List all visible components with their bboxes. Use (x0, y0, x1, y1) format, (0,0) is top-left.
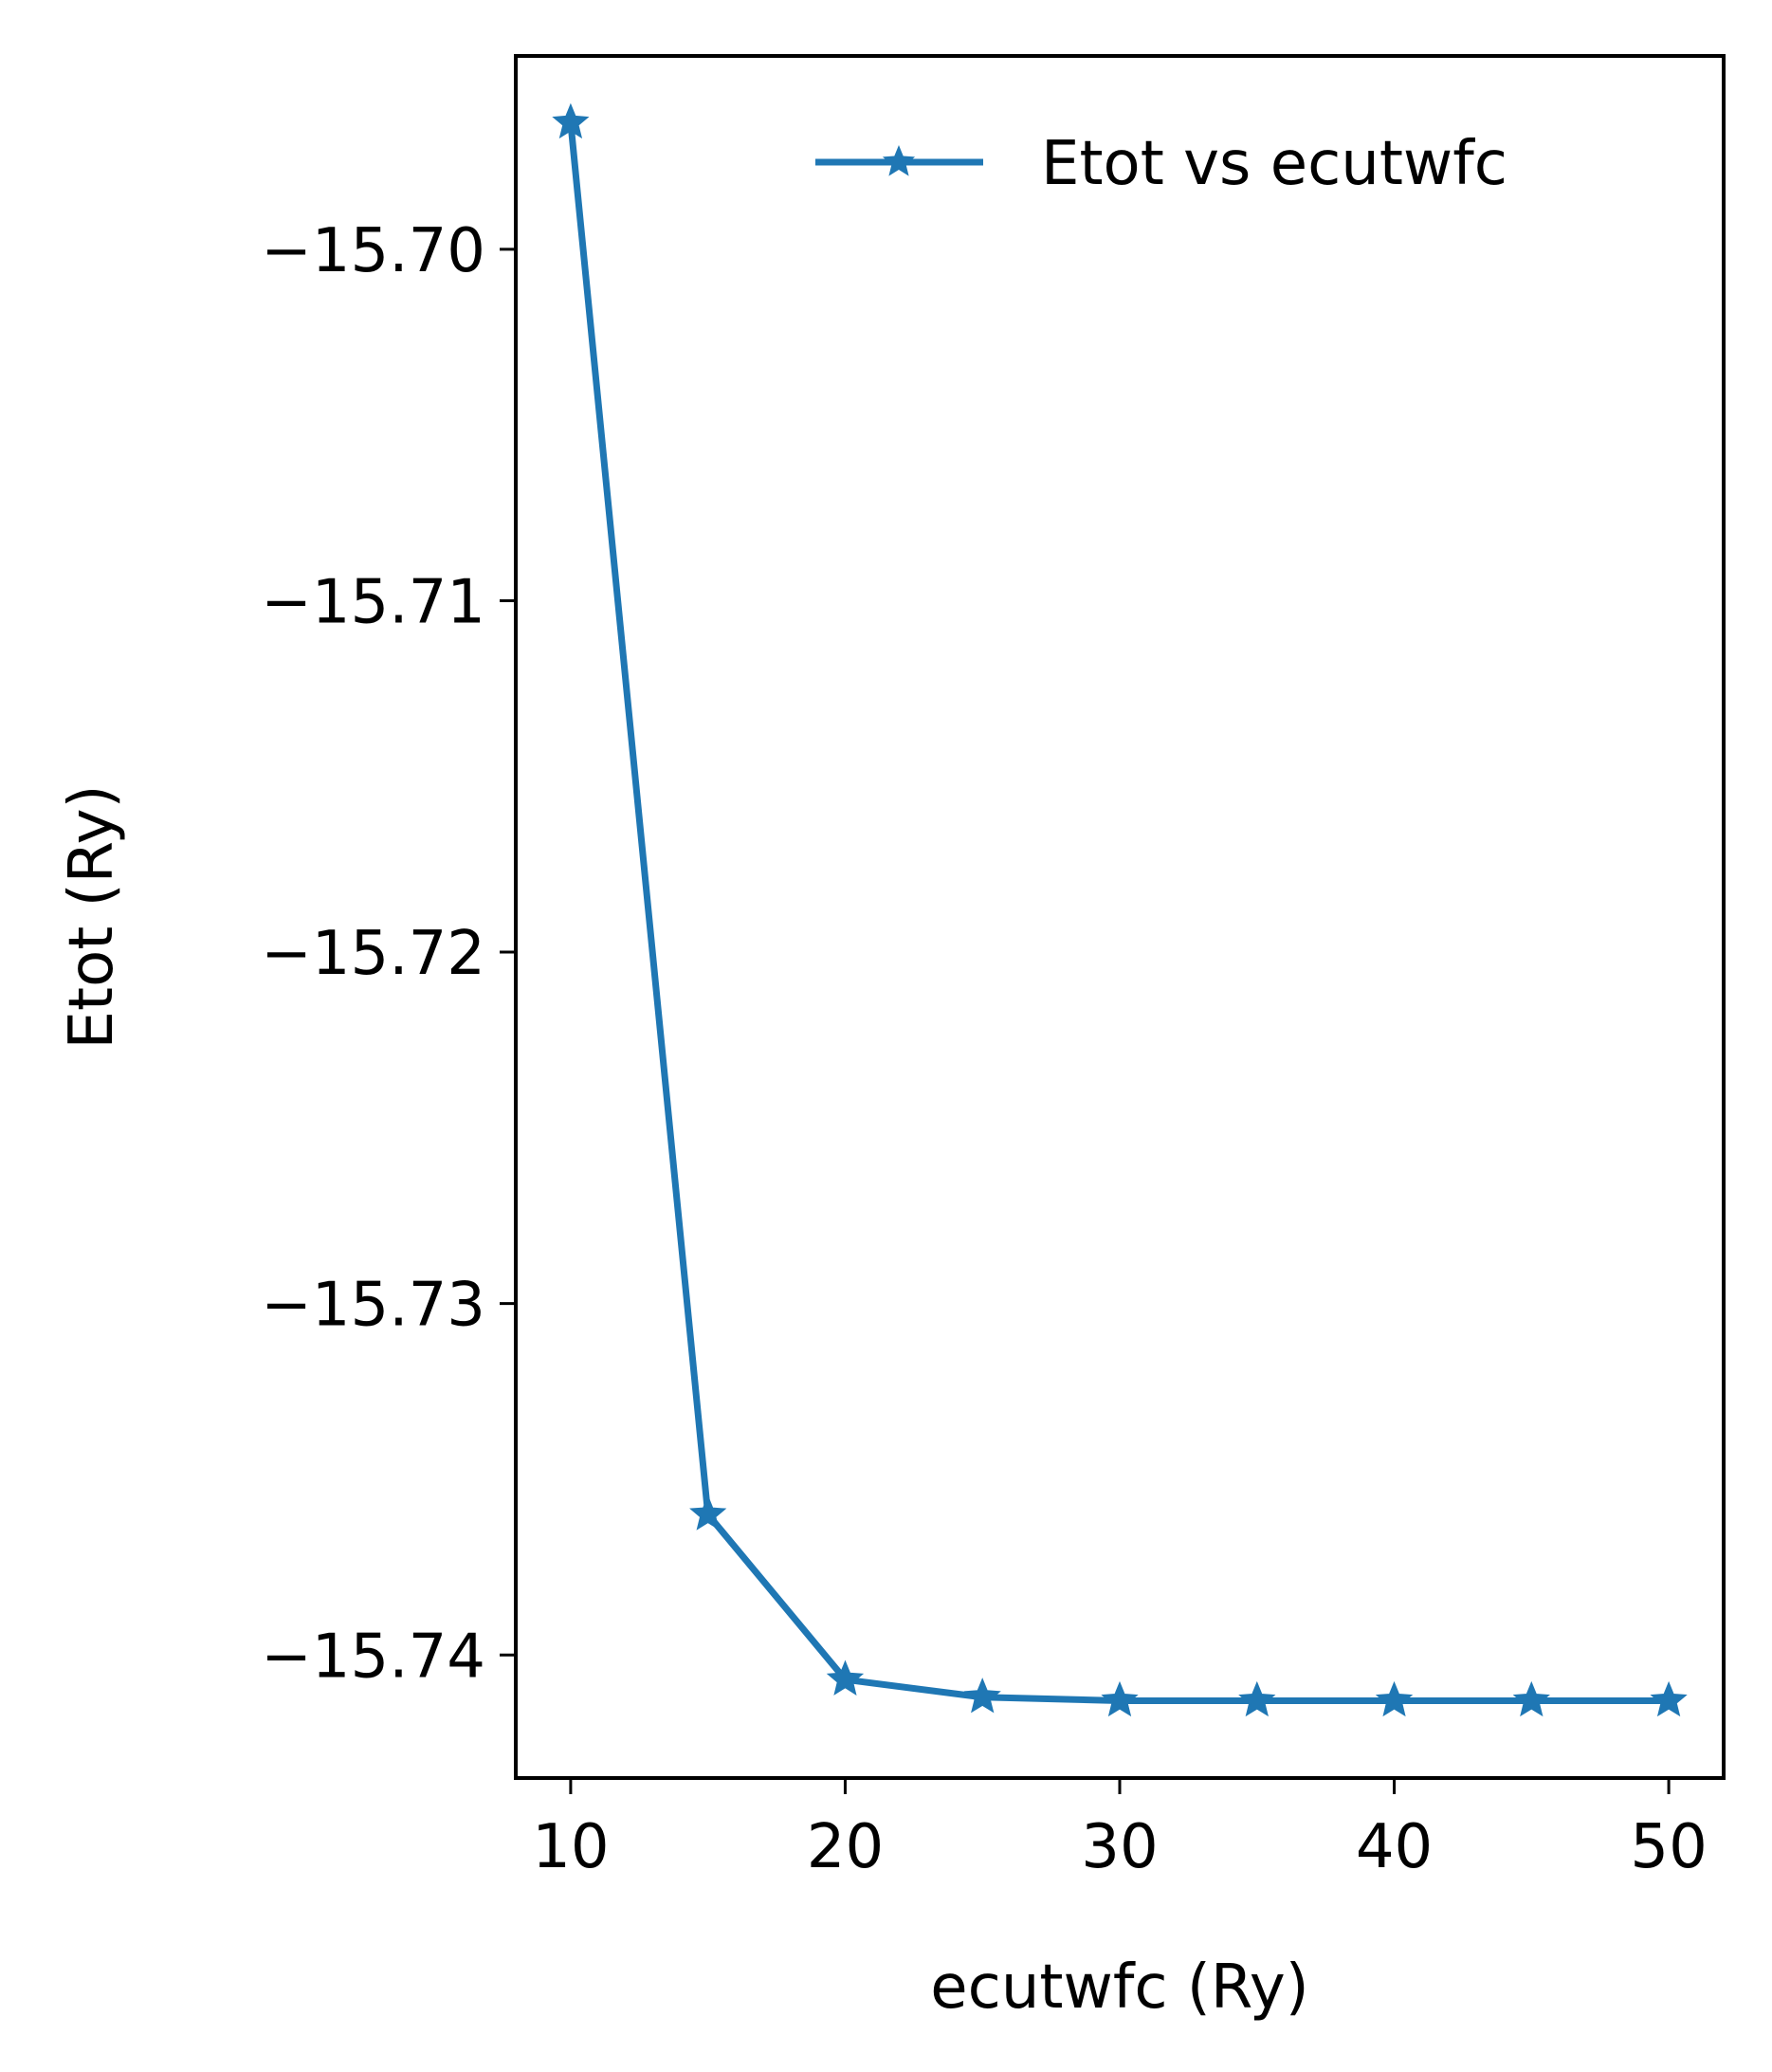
data-point (963, 1678, 1001, 1714)
x-tick-label: 50 (1630, 1812, 1707, 1882)
y-tick-label: −15.74 (261, 1622, 485, 1692)
data-point (1238, 1680, 1276, 1717)
ticks-layer: 10 20 30 40 50 −15.70 −15.71 −15.72 −15.73 −15.74 (261, 216, 1708, 1882)
data-point (1650, 1680, 1688, 1717)
y-axis-title: Etot (Ry) (57, 785, 127, 1050)
x-tick-label: 30 (1081, 1812, 1158, 1882)
y-tick-label: −15.73 (261, 1271, 485, 1341)
x-tick-label: 20 (807, 1812, 884, 1882)
data-point (1512, 1680, 1550, 1717)
x-axis-title: ecutwfc (Ry) (930, 1953, 1308, 2023)
data-point (826, 1659, 865, 1696)
y-tick-label: −15.70 (261, 216, 485, 286)
data-point (1375, 1680, 1414, 1717)
plot-frame (514, 54, 1726, 1780)
y-tick-label: −15.71 (261, 567, 485, 637)
series-line (567, 122, 1670, 1704)
x-tick-label: 40 (1356, 1812, 1433, 1882)
legend-label: Etot vs ecutwfc (1041, 129, 1507, 199)
series-layer (552, 102, 1688, 1717)
legend: Etot vs ecutwfc (787, 100, 1697, 223)
data-point (1101, 1680, 1139, 1717)
data-point (552, 102, 590, 139)
legend-star-marker-icon (882, 145, 916, 176)
data-point (689, 1494, 727, 1531)
x-tick-label: 10 (532, 1812, 609, 1882)
y-tick-label: −15.72 (261, 919, 485, 989)
